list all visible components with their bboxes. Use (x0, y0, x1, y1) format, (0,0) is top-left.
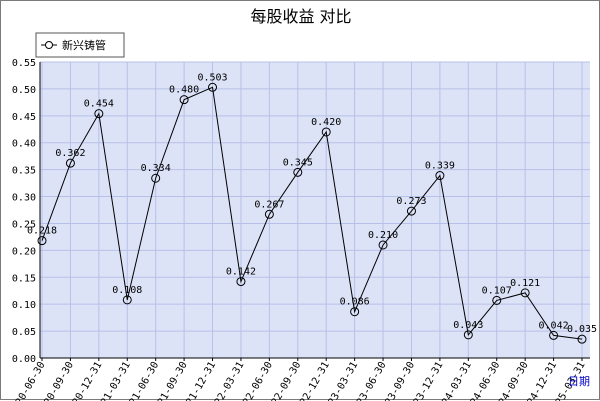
data-label: 0.035 (567, 324, 597, 335)
series-line (41, 86, 583, 340)
data-point (463, 330, 473, 340)
y-tick-label: 0.40 (12, 139, 36, 150)
x-tick-label: 2020-06-30 (8, 360, 48, 401)
data-label: 0.121 (510, 278, 540, 289)
data-point (236, 277, 246, 287)
y-tick-label: 0.55 (12, 58, 36, 69)
data-label: 0.420 (311, 117, 341, 128)
data-label: 0.345 (283, 157, 313, 168)
data-label: 0.362 (55, 148, 85, 159)
data-label: 0.107 (482, 285, 512, 296)
y-tick-label: 0.25 (12, 219, 36, 230)
data-label: 0.142 (226, 267, 256, 278)
data-label: 0.043 (453, 320, 483, 331)
data-point (37, 236, 47, 246)
y-tick-label: 0.10 (12, 300, 36, 311)
y-tick-label: 0.50 (12, 85, 36, 96)
data-point (549, 330, 559, 340)
data-point (65, 158, 75, 168)
plot-area (40, 62, 590, 358)
data-point (577, 334, 587, 344)
data-label: 0.454 (84, 99, 114, 110)
data-label: 0.339 (425, 161, 455, 172)
y-tick-label: 0.20 (12, 246, 36, 257)
y-tick-label: 0.45 (12, 112, 36, 123)
y-tick-label: 0.30 (12, 193, 36, 204)
data-point (321, 127, 331, 137)
data-label: 0.210 (368, 230, 398, 241)
data-label: 0.334 (141, 163, 171, 174)
data-label: 0.042 (539, 320, 569, 331)
data-point (520, 288, 530, 298)
data-point (264, 209, 274, 219)
y-tick-label: 0.05 (12, 327, 36, 338)
chart-title: 每股收益 对比 (250, 7, 351, 26)
data-point (350, 307, 360, 317)
data-point (151, 173, 161, 183)
data-label: 0.218 (27, 226, 57, 237)
data-point (179, 95, 189, 105)
data-point (208, 82, 218, 92)
data-point (94, 109, 104, 119)
y-tick-label: 0.35 (12, 166, 36, 177)
data-point (492, 295, 502, 305)
legend-label: 新兴铸管 (62, 38, 106, 52)
data-point (122, 295, 132, 305)
legend-marker (45, 41, 53, 49)
y-tick-label: 0.15 (12, 273, 36, 284)
data-point (378, 240, 388, 250)
data-label: 0.480 (169, 85, 199, 96)
x-axis-label: 日期 (568, 375, 590, 388)
data-point (406, 206, 416, 216)
data-label: 0.086 (340, 297, 370, 308)
data-point (293, 167, 303, 177)
y-tick-label: 0.00 (12, 354, 36, 365)
data-point (435, 171, 445, 181)
data-label: 0.273 (396, 196, 426, 207)
data-label: 0.267 (254, 199, 284, 210)
data-label: 0.503 (197, 72, 227, 83)
data-label: 0.108 (112, 285, 142, 296)
